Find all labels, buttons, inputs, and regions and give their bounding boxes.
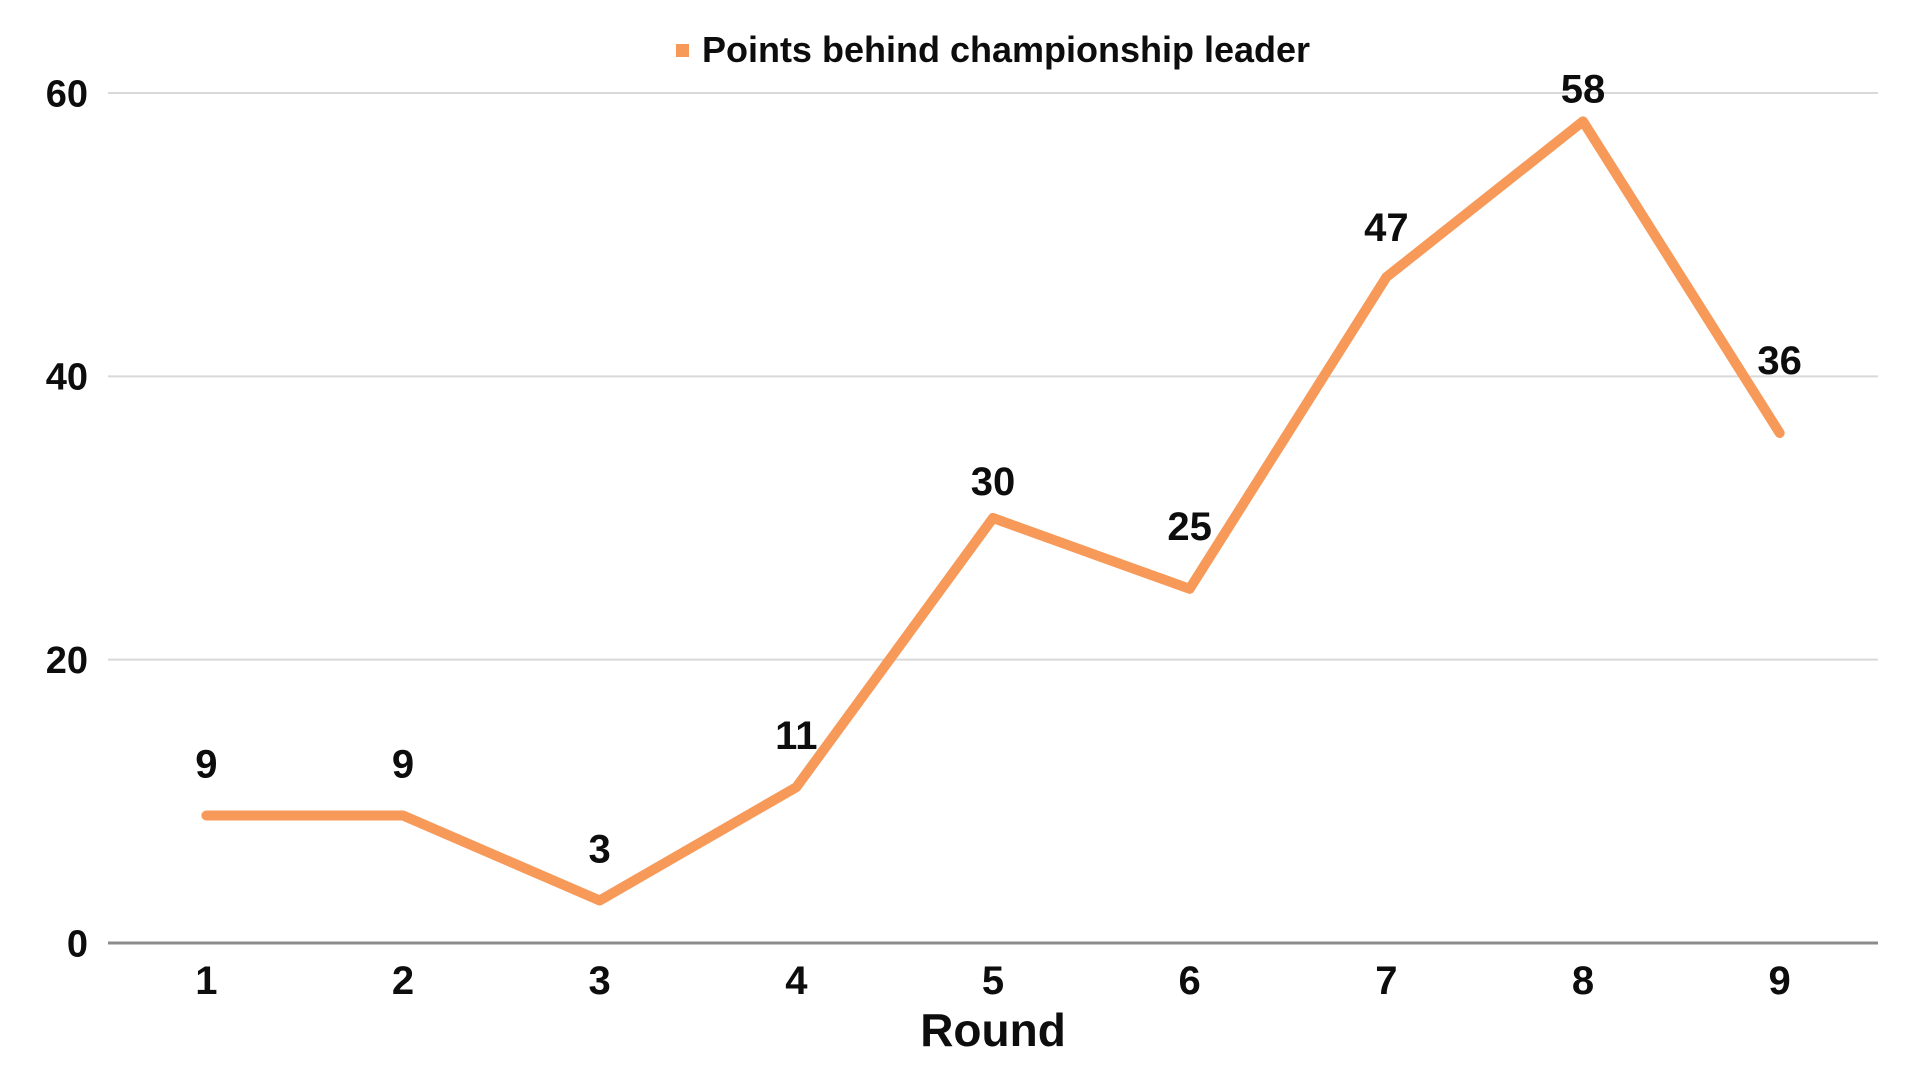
x-axis-tick-label: 3: [589, 959, 611, 1003]
data-point-label: 9: [392, 743, 414, 787]
legend-square-marker-icon: [675, 43, 689, 57]
y-axis-tick-label: 0: [67, 923, 88, 965]
data-point-label: 9: [195, 743, 217, 787]
data-point-label: 25: [1167, 505, 1212, 549]
legend-series-label: Points behind championship leader: [701, 29, 1311, 70]
x-axis-tick-label: 5: [982, 959, 1004, 1003]
y-axis-tick-label: 20: [46, 640, 88, 682]
data-point-label: 58: [1561, 67, 1606, 111]
x-axis-tick-label: 8: [1572, 959, 1594, 1003]
x-axis-tick-label: 1: [195, 959, 217, 1003]
x-axis-tick-label: 6: [1179, 959, 1201, 1003]
y-axis-tick-label: 40: [46, 357, 88, 399]
x-axis-tick-label: 4: [785, 959, 808, 1003]
data-point-label: 11: [775, 714, 817, 758]
x-axis-tick-label: 9: [1769, 959, 1791, 1003]
data-point-label: 47: [1364, 206, 1409, 250]
series-line: [201, 116, 1785, 906]
x-axis-tick-label: 7: [1375, 959, 1397, 1003]
data-point-label: 30: [971, 460, 1016, 504]
chart-legend: Points behind championship leader: [108, 27, 1878, 73]
data-point-label: 36: [1757, 339, 1802, 383]
data-point-label: 3: [589, 828, 611, 872]
x-axis-title: Round: [920, 1004, 1066, 1056]
x-axis-tick-label: 2: [392, 959, 414, 1003]
y-axis-tick-label: 60: [46, 73, 88, 115]
